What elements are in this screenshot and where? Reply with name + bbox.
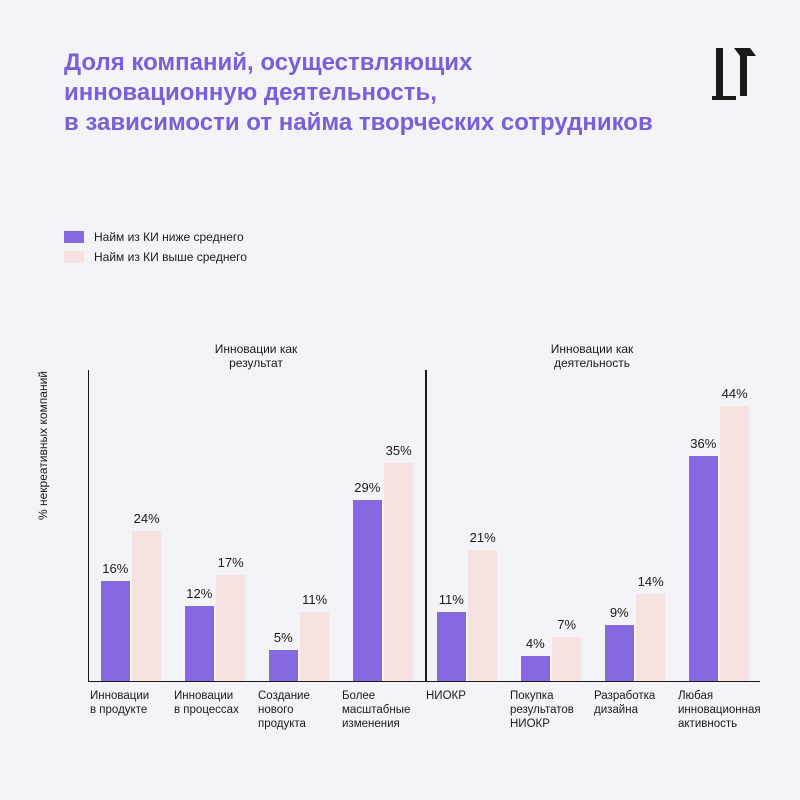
bar-value-label: 11% — [437, 592, 466, 607]
bar-value-label: 36% — [689, 436, 718, 451]
bar: 44% — [720, 406, 749, 681]
bar-value-label: 16% — [101, 561, 130, 576]
category-label: Любая инновационная активность — [678, 690, 758, 731]
bar-value-label: 17% — [216, 555, 245, 570]
legend-item: Найм из КИ ниже среднего — [64, 230, 247, 244]
bar-value-label: 11% — [300, 592, 329, 607]
category-label: Более масштабные изменения — [342, 690, 422, 731]
bar-value-label: 4% — [521, 636, 550, 651]
bar-value-label: 21% — [468, 530, 497, 545]
category-label: Инновации в продукте — [90, 690, 170, 718]
logo-icon — [712, 48, 760, 109]
bar-value-label: 44% — [720, 386, 749, 401]
bar: 9% — [605, 625, 634, 681]
bar: 21% — [468, 550, 497, 681]
bar: 11% — [300, 612, 329, 681]
category-label: Покупка результатов НИОКР — [510, 690, 590, 731]
bar: 36% — [689, 456, 718, 681]
bar: 5% — [269, 650, 298, 681]
category-label: Инновации в процессах — [174, 690, 254, 718]
category-label: Разработка дизайна — [594, 690, 674, 718]
bar: 16% — [101, 581, 130, 681]
bar-value-label: 9% — [605, 605, 634, 620]
bar: 24% — [132, 531, 161, 681]
bar: 29% — [353, 500, 382, 681]
bar-value-label: 5% — [269, 630, 298, 645]
legend-swatch — [64, 231, 84, 243]
bar: 11% — [437, 612, 466, 681]
legend-label: Найм из КИ выше среднего — [94, 250, 247, 264]
bar-value-label: 29% — [353, 480, 382, 495]
bar: 4% — [521, 656, 550, 681]
legend: Найм из КИ ниже среднего Найм из КИ выше… — [64, 230, 247, 270]
section-divider — [425, 370, 427, 681]
legend-swatch — [64, 251, 84, 263]
bar-value-label: 7% — [552, 617, 581, 632]
section-label: Инновации как деятельность — [522, 342, 662, 370]
bar-value-label: 12% — [185, 586, 214, 601]
chart-area: 16%24%12%17%5%11%29%35%11%21%4%7%9%14%36… — [88, 340, 760, 740]
section-label: Инновации как результат — [186, 342, 326, 370]
bar-value-label: 35% — [384, 443, 413, 458]
bar: 7% — [552, 637, 581, 681]
legend-label: Найм из КИ ниже среднего — [94, 230, 244, 244]
bar: 17% — [216, 575, 245, 681]
bar-value-label: 24% — [132, 511, 161, 526]
category-label: Создание нового продукта — [258, 690, 338, 731]
bar-value-label: 14% — [636, 574, 665, 589]
category-label: НИОКР — [426, 690, 506, 704]
bar: 14% — [636, 594, 665, 681]
plot-area: 16%24%12%17%5%11%29%35%11%21%4%7%9%14%36… — [88, 370, 760, 682]
chart-title: Доля компаний, осуществляющих инновацион… — [64, 48, 660, 138]
y-axis-label: % некреативных компаний — [36, 371, 50, 520]
bar: 12% — [185, 606, 214, 681]
bar: 35% — [384, 463, 413, 681]
legend-item: Найм из КИ выше среднего — [64, 250, 247, 264]
